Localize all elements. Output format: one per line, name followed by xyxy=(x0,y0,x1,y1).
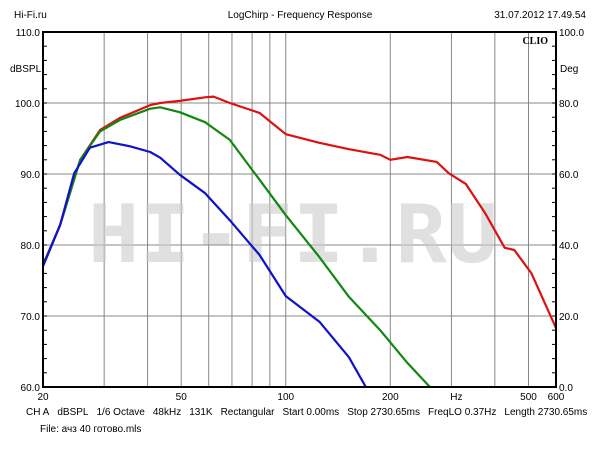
footer-param: CH A xyxy=(26,407,50,418)
y2-tick-label: 20.0 xyxy=(559,312,579,323)
series-line-green xyxy=(41,106,431,388)
footer-param: Rectangular xyxy=(221,407,276,418)
watermark: HI-FI.RU xyxy=(88,188,498,281)
y-tick-label: 100.0 xyxy=(15,99,40,110)
x-tick-label: 20 xyxy=(37,392,49,403)
footer-param: FreqLO 0.37Hz xyxy=(428,407,496,418)
y2-tick-label: 0.0 xyxy=(559,383,573,394)
clio-logo: CLIO xyxy=(522,36,548,47)
series-line-red xyxy=(41,95,558,329)
footer-param: 131K xyxy=(189,407,213,418)
y-tick-label: 90.0 xyxy=(21,170,41,181)
site-label: Hi-Fi.ru xyxy=(14,10,47,21)
y2-tick-label: 80.0 xyxy=(559,99,579,110)
footer-param: 1/6 Octave xyxy=(96,407,145,418)
x-tick-label: Hz xyxy=(450,392,462,403)
footer-param: 48kHz xyxy=(153,407,181,418)
y2-tick-label: 60.0 xyxy=(559,170,579,181)
y-tick-label: 80.0 xyxy=(21,241,41,252)
y-tick-label: 110.0 xyxy=(16,28,41,39)
chart-title: LogChirp - Frequency Response xyxy=(228,10,373,21)
footer-param: Start 0.00ms xyxy=(282,407,339,418)
datetime: 31.07.2012 17.49.54 xyxy=(494,10,586,21)
footer-param: Length 2730.65ms xyxy=(504,407,587,418)
y-tick-label: 70.0 xyxy=(21,312,41,323)
footer-param: dBSPL xyxy=(57,407,89,418)
series-line-blue xyxy=(41,141,367,388)
file-name: File: ачз 40 готово.mls xyxy=(40,424,141,435)
y2-tick-label: 40.0 xyxy=(559,241,579,252)
plot-frame xyxy=(42,31,557,388)
x-tick-label: 50 xyxy=(176,392,188,403)
footer-param: Stop 2730.65ms xyxy=(347,407,420,418)
x-tick-label: 500 xyxy=(520,392,537,403)
y2-tick-label: 100.0 xyxy=(559,28,584,39)
x-tick-label: 600 xyxy=(548,392,565,403)
y2-axis-label: Deg xyxy=(560,64,578,75)
y-tick-label: 60.0 xyxy=(21,383,41,394)
x-tick-label: 200 xyxy=(382,392,399,403)
y-axis-label: dBSPL xyxy=(10,64,42,75)
x-tick-label: 100 xyxy=(277,392,294,403)
